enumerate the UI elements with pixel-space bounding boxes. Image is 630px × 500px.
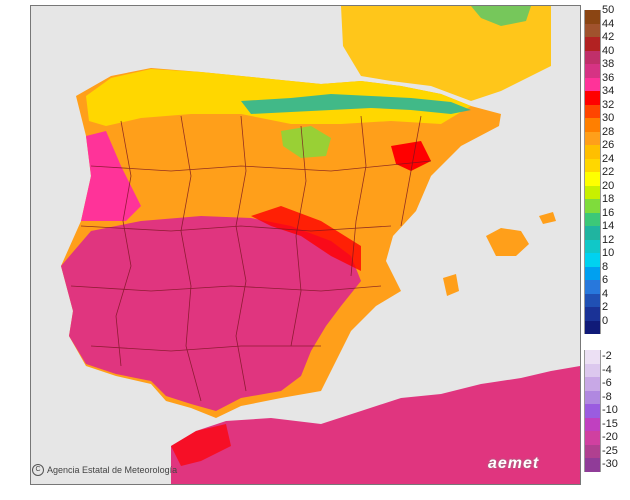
legend-swatch bbox=[584, 158, 601, 172]
legend-label: -2 bbox=[602, 350, 612, 362]
legend-swatch bbox=[584, 431, 601, 445]
legend-label: 6 bbox=[602, 274, 609, 286]
legend-swatch bbox=[584, 363, 601, 377]
legend-label: 10 bbox=[602, 247, 615, 259]
legend-swatch bbox=[584, 280, 601, 294]
france-cool-band bbox=[471, 6, 531, 26]
legend-label: 50 bbox=[602, 4, 615, 16]
legend-swatch bbox=[584, 458, 601, 472]
mallorca-island bbox=[486, 228, 529, 256]
legend-swatch bbox=[584, 118, 601, 132]
legend-swatch bbox=[584, 266, 601, 280]
agency-credit: C Agencia Estatal de Meteorología bbox=[32, 464, 177, 476]
ebro-red-zone bbox=[391, 141, 431, 171]
legend-label: 42 bbox=[602, 31, 615, 43]
legend-label: 20 bbox=[602, 179, 615, 192]
legend-swatch bbox=[584, 199, 601, 213]
legend-label: 26 bbox=[602, 139, 615, 151]
legend-swatch bbox=[584, 226, 601, 240]
legend-label: -8 bbox=[602, 390, 612, 403]
legend-label: 36 bbox=[602, 71, 615, 84]
legend-swatch bbox=[584, 417, 601, 431]
legend-swatch bbox=[584, 104, 601, 118]
legend-swatch bbox=[584, 404, 601, 418]
legend-label: -20 bbox=[602, 431, 618, 443]
legend-swatch bbox=[584, 172, 601, 186]
legend-label: 28 bbox=[602, 125, 615, 138]
legend-label: 14 bbox=[602, 220, 615, 232]
legend-label: 18 bbox=[602, 193, 615, 205]
north-africa-region bbox=[171, 366, 580, 484]
temperature-map bbox=[30, 5, 581, 485]
legend-label: 32 bbox=[602, 98, 615, 111]
legend-swatch bbox=[584, 320, 601, 334]
legend-label: -30 bbox=[602, 458, 618, 470]
france-region bbox=[341, 6, 551, 101]
legend-label: 16 bbox=[602, 206, 615, 219]
legend-swatch bbox=[584, 307, 601, 321]
legend-label: 8 bbox=[602, 260, 609, 273]
legend-swatch bbox=[584, 377, 601, 391]
province-borders bbox=[70, 115, 432, 402]
legend-swatch bbox=[584, 390, 601, 404]
legend-label: 0 bbox=[602, 314, 609, 327]
legend-swatch bbox=[584, 10, 601, 24]
legend-label: 4 bbox=[602, 287, 609, 300]
legend-swatch bbox=[584, 444, 601, 458]
legend-label: 40 bbox=[602, 44, 615, 57]
legend-swatch bbox=[584, 37, 601, 51]
legend-label: 44 bbox=[602, 17, 615, 30]
legend-label: 24 bbox=[602, 152, 615, 165]
legend-swatch bbox=[584, 50, 601, 64]
legend-label: -15 bbox=[602, 417, 618, 430]
ibiza-island bbox=[443, 274, 459, 296]
legend-label: 30 bbox=[602, 112, 615, 124]
legend-swatch bbox=[584, 145, 601, 159]
legend-label: 38 bbox=[602, 58, 615, 70]
north-coast-yellow bbox=[86, 69, 471, 126]
copyright-icon: C bbox=[32, 464, 44, 476]
aemet-logo: aemet bbox=[488, 455, 540, 472]
legend-swatch bbox=[584, 131, 601, 145]
legend-label: -4 bbox=[602, 363, 612, 376]
temperature-legend: 50 44 42 40 38 36 34 32 30 28 26 24 22 20 18 16 14 12 10 8 6… bbox=[584, 5, 628, 486]
legend-label: 2 bbox=[602, 301, 609, 313]
legend-label: 34 bbox=[602, 85, 615, 97]
agency-name: Agencia Estatal de Meteorología bbox=[47, 465, 178, 475]
legend-swatch bbox=[584, 293, 601, 307]
legend-swatch bbox=[584, 253, 601, 267]
legend-swatch bbox=[584, 23, 601, 37]
south-red-fringe bbox=[251, 206, 361, 271]
legend-swatch bbox=[584, 239, 601, 253]
map-canvas bbox=[31, 6, 580, 484]
south-hot-zone bbox=[61, 216, 361, 411]
north-africa-red bbox=[171, 424, 231, 466]
legend-label: -10 bbox=[602, 404, 618, 416]
legend-swatch bbox=[584, 185, 601, 199]
mountain-cool-band bbox=[241, 94, 471, 114]
iberian-system-green bbox=[281, 126, 331, 158]
legend-swatch bbox=[584, 77, 601, 91]
legend-swatch bbox=[584, 91, 601, 105]
portugal-west-hot bbox=[81, 131, 141, 221]
legend-swatch bbox=[584, 350, 601, 364]
legend-swatch bbox=[584, 64, 601, 78]
legend-label: -6 bbox=[602, 377, 612, 389]
legend-label: 22 bbox=[602, 166, 615, 178]
legend-swatch bbox=[584, 212, 601, 226]
legend-label: 12 bbox=[602, 233, 615, 246]
legend-label: -25 bbox=[602, 444, 618, 457]
menorca-island bbox=[539, 212, 556, 224]
